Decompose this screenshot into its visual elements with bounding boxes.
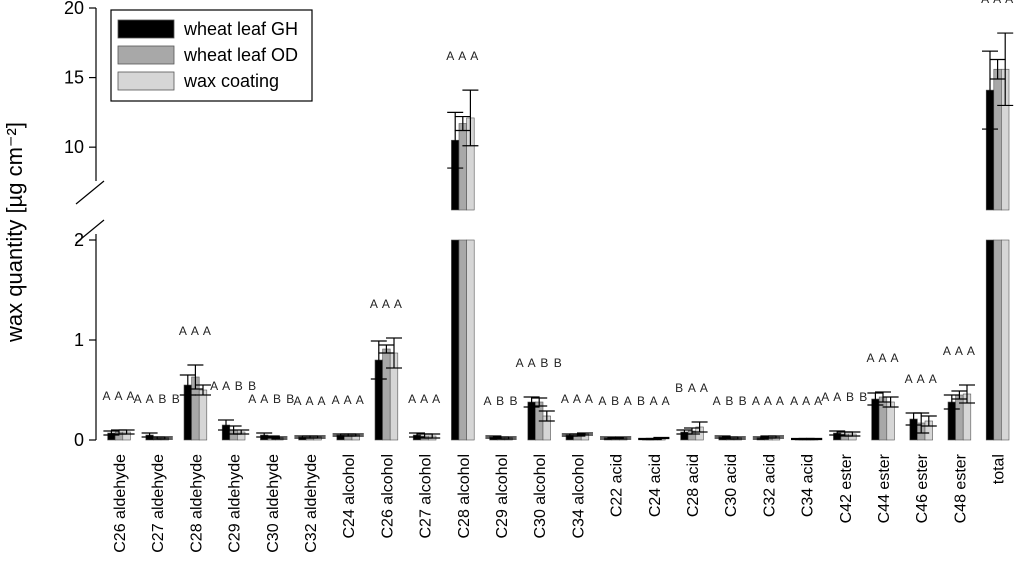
y-tick-label: 10 [64, 137, 84, 157]
bar [458, 239, 467, 441]
legend-swatch [117, 71, 175, 91]
x-tick-label: C34 acid [800, 454, 817, 517]
bar [458, 123, 467, 211]
x-tick-label: total [991, 454, 1008, 484]
bar [886, 401, 895, 441]
x-tick-label: C29 aldehyde [227, 454, 244, 553]
significance-label: A B A [598, 394, 632, 408]
x-tick-label: C28 aldehyde [188, 454, 205, 553]
bar [382, 348, 391, 441]
significance-label: A A A [943, 344, 976, 358]
bar [993, 239, 1002, 441]
significance-label: A A A [905, 372, 938, 386]
x-tick-label: C27 aldehyde [150, 454, 167, 553]
significance-label: A A A [370, 297, 403, 311]
x-tick-label: C22 acid [609, 454, 626, 517]
x-tick-label: C24 acid [647, 454, 664, 517]
bar [198, 389, 208, 441]
y-tick-labels: 0 1 2 10 15 20 [64, 0, 96, 450]
significance-label: A A A [866, 351, 899, 365]
significance-label: A A A [446, 49, 479, 63]
legend-swatch [117, 45, 175, 65]
bar [466, 239, 475, 441]
significance-label: A A A [102, 389, 135, 403]
significance-label: A A A [332, 393, 365, 407]
significance-label: A A B B [821, 390, 868, 404]
significance-label: B A A [637, 394, 671, 408]
x-tick-label: C32 acid [761, 454, 778, 517]
legend-label: wheat leaf OD [183, 45, 298, 65]
y-tick-label: 20 [64, 0, 84, 18]
x-tick-label: C28 alcohol [456, 454, 473, 539]
legend-label: wax coating [183, 71, 279, 91]
significance-label: A A A [981, 0, 1014, 6]
legend-swatch [117, 19, 175, 39]
x-tick-label: C26 alcohol [379, 454, 396, 539]
significance-label: A A B B [248, 392, 295, 406]
bar [451, 239, 460, 441]
x-tick-label: C26 aldehyde [112, 454, 129, 553]
y-axis-label: wax quantity [µg cm⁻²] [2, 122, 27, 343]
legend-label: wheat leaf GH [183, 19, 298, 39]
significance-label: A A A [561, 392, 594, 406]
significance-label: A A A [179, 324, 212, 338]
y-tick-label: 2 [74, 230, 84, 250]
significance-label: A A B B [134, 392, 181, 406]
error-bars [103, 32, 1014, 441]
bar [1001, 239, 1010, 441]
significance-label: A B B [713, 394, 748, 408]
x-tick-label: C30 alcohol [532, 454, 549, 539]
bar [878, 396, 888, 441]
significance-label: A A A [752, 394, 785, 408]
bar [527, 401, 536, 441]
significance-label: A A A [408, 392, 441, 406]
y-tick-label: 0 [74, 430, 84, 450]
x-tick-label: C46 ester [914, 453, 931, 523]
x-tick-label: C30 acid [723, 454, 740, 517]
significance-label: A A A [790, 394, 823, 408]
axes [75, 8, 105, 440]
bar [955, 394, 964, 441]
significance-label: A A A [293, 394, 326, 408]
significance-label: B A A [675, 381, 709, 395]
significance-label: A A B B [516, 356, 563, 370]
significance-label: A B B [483, 394, 518, 408]
x-tick-label: C42 ester [838, 453, 855, 523]
axis-break-mark [75, 180, 105, 205]
x-tick-labels: C26 aldehyde C27 aldehyde C28 aldehyde C29 … [112, 453, 1008, 552]
x-tick-label: C32 aldehyde [303, 454, 320, 553]
legend: wheat leaf GH wheat leaf OD wax coating [110, 9, 313, 102]
axis-break-mark [75, 219, 105, 244]
x-tick-label: C34 alcohol [570, 454, 587, 539]
significance-label: A A B B [210, 379, 257, 393]
x-tick-label: C29 alcohol [494, 454, 511, 539]
x-tick-label: C30 aldehyde [265, 454, 282, 553]
y-tick-label: 1 [74, 330, 84, 350]
x-tick-label: C48 ester [952, 453, 969, 523]
x-tick-label: C24 alcohol [341, 454, 358, 539]
x-tick-label: C44 ester [876, 453, 893, 523]
bar [985, 239, 995, 441]
y-tick-label: 15 [64, 68, 84, 88]
x-tick-label: C27 alcohol [418, 454, 435, 539]
bar [993, 68, 1002, 211]
x-tick-label: C28 acid [685, 454, 702, 517]
